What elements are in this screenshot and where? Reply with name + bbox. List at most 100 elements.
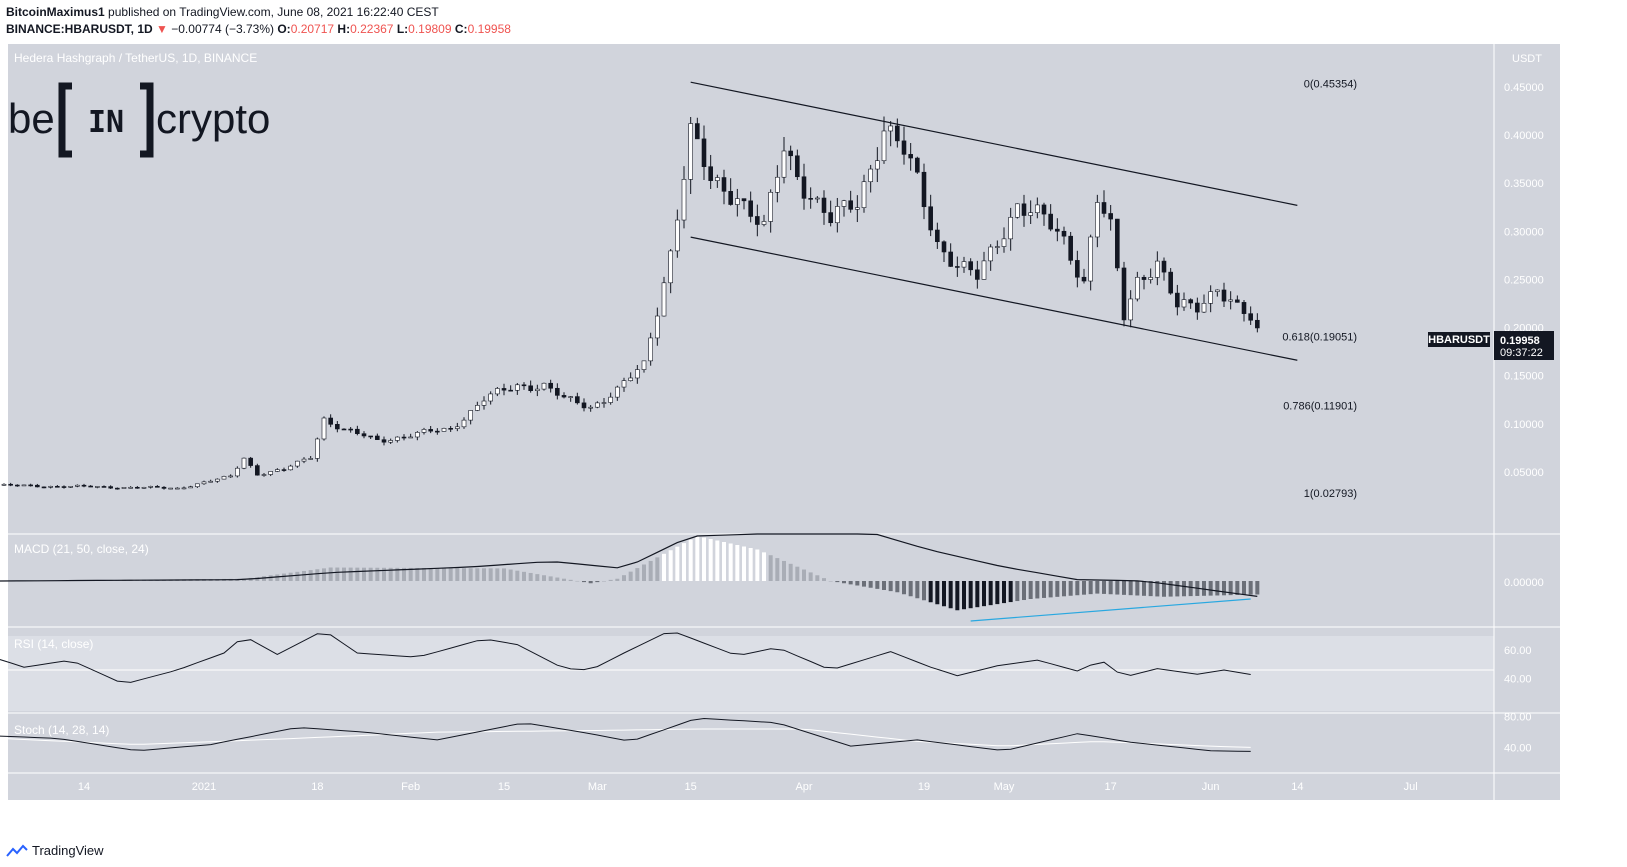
candle-body: [1081, 276, 1087, 282]
macd-histogram-bar: [308, 570, 313, 581]
candle-body: [1141, 276, 1147, 280]
candle-body: [755, 216, 760, 225]
stoch-pane-bg: [8, 713, 1494, 773]
candle-body: [821, 197, 827, 213]
candle-body: [1055, 228, 1060, 232]
macd-histogram-bar: [975, 581, 980, 608]
tradingview-logo[interactable]: TradingView: [6, 843, 104, 858]
candle-body: [441, 428, 447, 432]
last-price-marker: HBARUSDT 0.19958 09:37:22: [1428, 331, 1554, 360]
price-tick-label: 0.05000: [1504, 467, 1544, 479]
macd-histogram-bar: [362, 567, 366, 581]
macd-histogram-bar: [782, 560, 786, 581]
macd-histogram-bar: [615, 578, 620, 581]
time-tick-label: May: [994, 781, 1015, 793]
macd-histogram-bar: [335, 567, 340, 581]
candle-body: [1255, 319, 1260, 329]
macd-histogram-bar: [1188, 581, 1193, 597]
last-price-tag: [1494, 331, 1554, 360]
macd-histogram-bar: [1255, 581, 1260, 595]
macd-histogram-bar: [688, 539, 693, 581]
oscillator-tick-label: 40.00: [1504, 743, 1532, 755]
candle-body: [561, 395, 567, 398]
candle-body: [35, 484, 40, 488]
macd-histogram-bar: [795, 566, 800, 581]
macd-histogram-bar: [895, 581, 900, 593]
macd-histogram-bar: [368, 567, 373, 581]
candle-body: [941, 241, 947, 253]
time-axis-bg[interactable]: [8, 773, 1560, 800]
time-tick-label: 2021: [192, 781, 216, 793]
macd-histogram-bar: [648, 560, 653, 581]
candle-body: [21, 484, 27, 487]
macd-histogram-bar: [282, 573, 286, 581]
candle-body: [635, 369, 640, 379]
descending-channel[interactable]: [690, 81, 1298, 361]
channel-line[interactable]: [690, 236, 1298, 361]
price-tick-label: 0.15000: [1504, 371, 1544, 383]
candle-body: [781, 150, 787, 178]
author-name[interactable]: BitcoinMaximus1: [6, 5, 105, 19]
time-tick-label: 19: [918, 781, 930, 793]
candle-body: [1175, 292, 1180, 308]
candle-body: [555, 387, 560, 396]
candle-body: [148, 486, 153, 488]
macd-pane: [0, 533, 1260, 622]
candle-body: [321, 417, 327, 440]
stoch-k-line: [0, 717, 1251, 752]
macd-histogram-bar: [288, 572, 293, 581]
macd-histogram-bar: [375, 567, 380, 581]
macd-histogram-bar: [1135, 581, 1140, 596]
macd-histogram-bar: [562, 578, 566, 581]
macd-histogram-bar: [722, 542, 726, 581]
channel-line[interactable]: [690, 81, 1298, 206]
macd-histogram-bar: [1122, 581, 1126, 595]
candle-body: [135, 486, 140, 489]
candle-body: [488, 393, 493, 402]
candle-body: [315, 438, 320, 459]
macd-histogram-bar: [862, 581, 866, 587]
candle-body: [1235, 299, 1240, 303]
macd-histogram-bar: [342, 567, 346, 581]
macd-histogram-bar: [1168, 581, 1173, 597]
macd-histogram-bar: [1128, 581, 1133, 596]
price-axis-bg[interactable]: [1494, 44, 1560, 773]
rsi-pane: 60.00 40.00: [0, 632, 1532, 685]
candle-body: [795, 155, 800, 178]
macd-histogram-bar: [642, 564, 646, 581]
macd-histogram-bar: [348, 567, 353, 581]
candle-body: [15, 484, 20, 487]
candle-body: [988, 246, 993, 262]
candle-body: [308, 458, 313, 460]
macd-histogram-bar: [455, 568, 460, 581]
macd-histogram-bar: [415, 567, 420, 581]
oscillator-tick-label: 80.00: [1504, 712, 1532, 724]
rsi-title: RSI (14, close): [14, 637, 93, 651]
candle-body: [541, 382, 547, 390]
macd-histogram-bar: [388, 567, 393, 581]
macd-histogram-bar: [408, 567, 413, 581]
macd-histogram-bar: [575, 580, 580, 582]
price-tick-label: 0.45000: [1504, 82, 1544, 94]
macd-histogram-bar: [762, 552, 766, 581]
candle-body: [475, 405, 480, 411]
candle-body: [948, 251, 953, 267]
candle-body: [715, 177, 720, 181]
macd-histogram-bar: [828, 581, 833, 582]
macd-histogram-bar: [522, 571, 526, 581]
candle-body: [108, 486, 113, 489]
macd-histogram-bar: [1062, 581, 1066, 597]
macd-histogram-bar: [875, 581, 880, 589]
macd-histogram-bar: [502, 568, 506, 581]
candle-body: [235, 467, 240, 477]
candle-body: [895, 125, 900, 142]
macd-histogram-bar: [528, 572, 533, 581]
macd-histogram-bar: [442, 568, 446, 581]
candle-body: [328, 417, 333, 425]
macd-histogram-bar: [322, 568, 326, 581]
candle-body: [355, 428, 360, 434]
chart-title: Hedera Hashgraph / TetherUS, 1D, BINANCE: [14, 51, 257, 65]
macd-title: MACD (21, 50, close, 24): [14, 542, 149, 556]
macd-histogram-bar: [728, 543, 733, 581]
